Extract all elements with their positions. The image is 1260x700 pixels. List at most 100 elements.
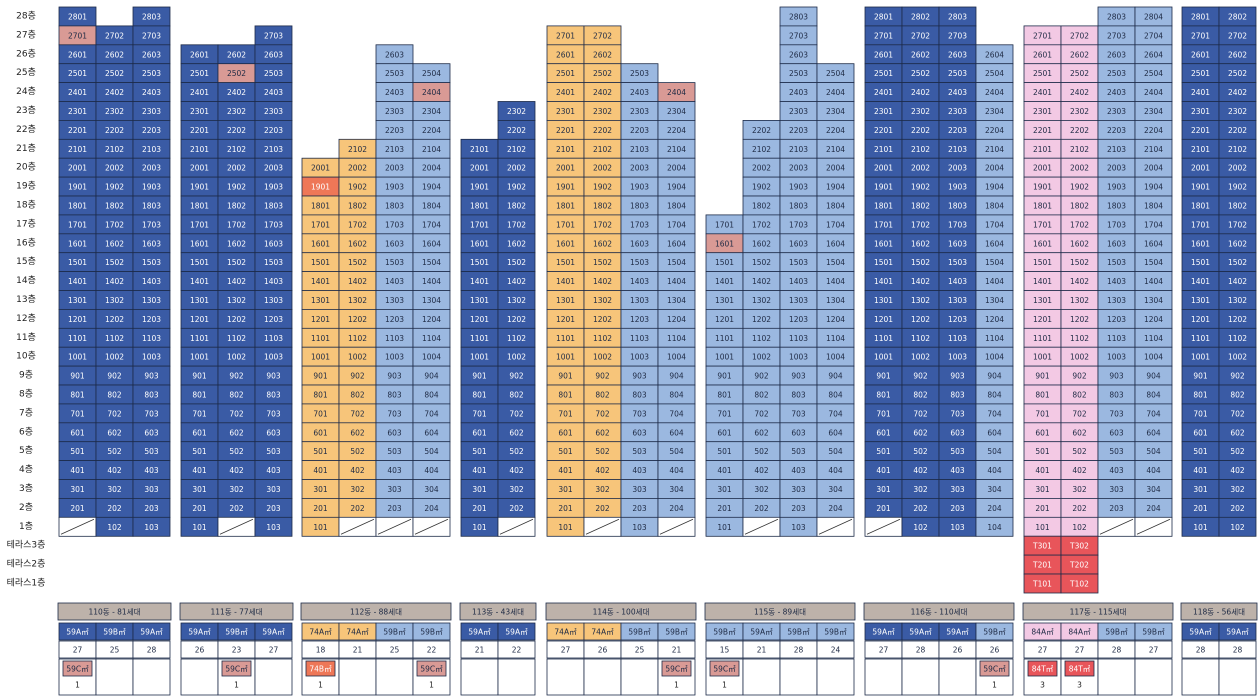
unit-112-1204-label: 1204	[422, 315, 441, 324]
unit-114-1303-label: 1303	[630, 296, 649, 305]
unit-111-1102-label: 1102	[227, 334, 246, 343]
special-box-117-4	[1134, 658, 1173, 696]
unit-111-1403-label: 1403	[264, 277, 283, 286]
unit-117-1001-label: 1001	[1033, 353, 1052, 362]
unit-115-904-label: 904	[828, 372, 843, 381]
unit-112-404-label: 404	[424, 466, 439, 475]
unit-116-1901-label: 1901	[874, 183, 893, 192]
floor-label-28: 28층	[16, 11, 36, 22]
floor-label-1: 1층	[19, 521, 33, 532]
unit-117-1801-label: 1801	[1033, 202, 1052, 211]
unit-115-1404-label: 1404	[826, 277, 845, 286]
unit-112-1003-label: 1003	[385, 353, 404, 362]
unit-117-1703-label: 1703	[1107, 220, 1126, 229]
building-header-111	[179, 602, 294, 621]
type-cell-117-1-label: 84A㎡	[1031, 628, 1054, 637]
unit-116-604-label: 604	[987, 428, 1002, 437]
floor-label-4: 4층	[19, 464, 33, 475]
unit-110-2402-label: 2402	[105, 88, 124, 97]
unit-112-1104-label: 1104	[422, 334, 441, 343]
unit-118-1901-label: 1901	[1191, 183, 1210, 192]
unit-115-1402-label: 1402	[752, 277, 771, 286]
floor-label-20: 20층	[16, 162, 36, 173]
unit-110-403-label: 403	[144, 466, 159, 475]
special-box-113-2	[497, 658, 536, 696]
unit-110-1402-label: 1402	[105, 277, 124, 286]
count-cell-114-2-label: 26	[598, 646, 608, 655]
unit-110-1002-label: 1002	[105, 353, 124, 362]
unit-111-1603-label: 1603	[264, 239, 283, 248]
unit-112-403-label: 403	[387, 466, 402, 475]
unit-110-2603-label: 2603	[142, 50, 161, 59]
unit-115-1201-label: 1201	[715, 315, 734, 324]
unit-118-2001-label: 2001	[1191, 164, 1210, 173]
unit-115-203-label: 203	[791, 504, 806, 513]
unit-110-1003-label: 1003	[142, 353, 161, 362]
unit-117-2702-label: 2702	[1070, 31, 1089, 40]
unit-115-402-label: 402	[754, 466, 769, 475]
unit-110-2201-label: 2201	[68, 126, 87, 135]
unit-112-1501-label: 1501	[311, 258, 330, 267]
unit-110-601-label: 601	[70, 428, 85, 437]
unit-111-502-label: 502	[229, 447, 244, 456]
unit-117-804-label: 804	[1146, 391, 1161, 400]
unit-116-2701-label: 2701	[874, 31, 893, 40]
unit-118-702-label: 702	[1230, 409, 1245, 418]
unit-111-101-label: 101	[192, 523, 207, 532]
unit-113-802-label: 802	[509, 391, 524, 400]
special-box-111-3	[254, 658, 293, 696]
unit-111-603-label: 603	[266, 428, 281, 437]
floor-label-12: 12층	[16, 313, 36, 324]
unit-115-103-label: 103	[791, 523, 806, 532]
unit-111-1002-label: 1002	[227, 353, 246, 362]
unit-117-2202-label: 2202	[1070, 126, 1089, 135]
unit-113-1401-label: 1401	[470, 277, 489, 286]
unit-116-1601-label: 1601	[874, 239, 893, 248]
unit-114-604-label: 604	[669, 428, 684, 437]
unit-117-2304-label: 2304	[1144, 107, 1163, 116]
type-cell-112-2-label: 74A㎡	[346, 628, 369, 637]
unit-111-1201-label: 1201	[190, 315, 209, 324]
unit-111-1601-label: 1601	[190, 239, 209, 248]
unit-116-2802-label: 2802	[911, 13, 930, 22]
unit-116-2604-label: 2604	[985, 50, 1004, 59]
unit-117-1003-label: 1003	[1107, 353, 1126, 362]
unit-110-1501-label: 1501	[68, 258, 87, 267]
unit-114-801-label: 801	[558, 391, 573, 400]
unit-110-801-label: 801	[70, 391, 85, 400]
unit-111-402-label: 402	[229, 466, 244, 475]
unit-113-1601-label: 1601	[470, 239, 489, 248]
unit-117-2503-label: 2503	[1107, 69, 1126, 78]
floor-label-terrace-3: 테라스3층	[7, 540, 46, 551]
special-type-112-4-label: 59C㎡	[420, 665, 443, 674]
unit-112-2504-label: 2504	[422, 69, 441, 78]
unit-114-1602-label: 1602	[593, 239, 612, 248]
terrace-unit-T301-label: T301	[1032, 542, 1052, 551]
unit-111-903-label: 903	[266, 372, 281, 381]
unit-116-1403-label: 1403	[948, 277, 967, 286]
unit-113-1202-label: 1202	[507, 315, 526, 324]
unit-116-2302-label: 2302	[911, 107, 930, 116]
unit-114-1004-label: 1004	[667, 353, 686, 362]
count-cell-112-4	[412, 640, 451, 659]
unit-116-801-label: 801	[876, 391, 891, 400]
unit-114-1201-label: 1201	[556, 315, 575, 324]
unit-113-302-label: 302	[509, 485, 524, 494]
unit-116-2102-label: 2102	[911, 145, 930, 154]
unit-114-401-label: 401	[558, 466, 573, 475]
unit-118-201-label: 201	[1193, 504, 1208, 513]
unit-118-302-label: 302	[1230, 485, 1245, 494]
unit-117-2102-label: 2102	[1070, 145, 1089, 154]
type-cell-112-1-label: 74A㎡	[309, 628, 332, 637]
unit-110-2202-label: 2202	[105, 126, 124, 135]
floor-label-21: 21층	[16, 143, 36, 154]
unit-117-1103-label: 1103	[1107, 334, 1126, 343]
unit-111-301-label: 301	[192, 485, 207, 494]
unit-117-2803-label: 2803	[1107, 13, 1126, 22]
unit-117-204-label: 204	[1146, 504, 1161, 513]
unit-112-2002-label: 2002	[348, 164, 367, 173]
unit-111-2402-label: 2402	[227, 88, 246, 97]
unit-114-203-label: 203	[632, 504, 647, 513]
unit-115-604-label: 604	[828, 428, 843, 437]
unit-113-602-label: 602	[509, 428, 524, 437]
